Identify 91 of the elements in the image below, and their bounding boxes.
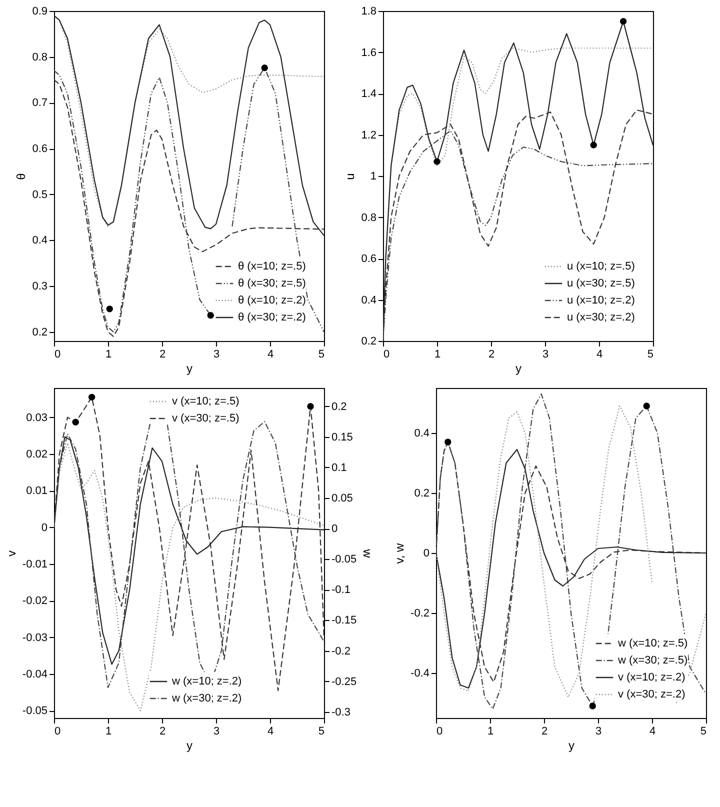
y-axis-title: v, w: [392, 542, 407, 564]
y2-tick-label: 0.2: [332, 400, 347, 413]
y-axis-title: u: [343, 173, 358, 180]
y-tick-label: 0: [423, 548, 430, 560]
x-tick-label: 4: [267, 726, 274, 738]
y-tick-label: 0.9: [32, 6, 48, 18]
y-tick-label: -0.01: [22, 558, 48, 570]
y-tick-label: 0.7: [32, 97, 48, 110]
x-axis-title: y: [186, 738, 192, 752]
legend-label: u (x=10; z=.5): [567, 260, 635, 272]
x-tick-label: 5: [700, 726, 706, 738]
x-axis-title: y: [568, 738, 574, 752]
legend-label: u (x=30; z=.2): [567, 312, 635, 324]
y2-tick-label: -0.2: [332, 645, 350, 658]
x-tick-label: 5: [318, 726, 324, 738]
y2-tick-label: -0.25: [332, 676, 357, 688]
x-axis-title: y: [516, 362, 522, 376]
y-tick-label: 0.2: [414, 488, 430, 500]
legend-label: w (x=30; z=.5): [617, 654, 688, 666]
y-tick-label: 1: [370, 170, 376, 182]
y-tick-label: 0.2: [32, 326, 48, 338]
legend-label: w (x=30; z=.2): [171, 692, 242, 704]
x-tick-label: 4: [267, 348, 274, 360]
x-tick-label: 2: [541, 726, 548, 738]
y-tick-label: -0.2: [410, 608, 430, 620]
y-tick-label: 1.4: [361, 88, 376, 100]
y2-tick-label: -0.05: [332, 554, 357, 566]
y-tick-label: -0.03: [22, 632, 48, 644]
legend-label: θ (x=10; z=.5): [238, 260, 306, 272]
legend-label: v (x=30; z=.2): [618, 688, 686, 700]
legend-label: θ (x=30; z=.5): [238, 278, 306, 290]
y-tick-label: -0.4: [410, 668, 430, 680]
y-axis-title: θ: [14, 172, 28, 180]
y-tick-label: 0.03: [26, 412, 48, 424]
x-tick-label: 1: [434, 348, 441, 360]
x-tick-label: 3: [542, 348, 549, 360]
x-tick-label: 0: [384, 348, 390, 360]
x-tick-label: 1: [105, 348, 112, 360]
y-axis-title: v: [4, 550, 18, 556]
y-tick-label: -0.04: [22, 668, 48, 680]
y-tick-label: 0.5: [32, 188, 48, 201]
y2-tick-label: -0.3: [332, 706, 350, 718]
x-tick-label: 3: [213, 726, 220, 738]
y-tick-label: 1.6: [361, 46, 376, 59]
legend-label: w (x=10; z=.5): [617, 638, 688, 650]
x-tick-label: 5: [647, 348, 654, 360]
y2-tick-label: 0.15: [332, 431, 353, 444]
legend-label: θ (x=10; z=.2): [238, 294, 306, 306]
legend-label: u (x=10; z=.2): [567, 294, 635, 306]
y2-tick-label: -0.1: [332, 584, 350, 596]
legend-label: u (x=30; z=.5): [567, 278, 635, 290]
y-tick-label: 1.2: [361, 129, 376, 142]
legend-label: v (x=10; z=.5): [172, 396, 240, 408]
y-tick-label: 0.8: [32, 51, 48, 64]
x-tick-label: 2: [159, 726, 166, 738]
y-tick-label: -0.02: [22, 595, 48, 608]
y2-tick-label: 0: [332, 523, 338, 536]
legend-label: v (x=30; z=.5): [172, 412, 240, 424]
x-tick-label: 0: [54, 726, 61, 738]
y2-tick-label: 0.1: [332, 462, 347, 474]
y-tick-label: 0.3: [32, 280, 48, 292]
x-tick-label: 3: [595, 726, 602, 738]
y-tick-label: 0.01: [26, 485, 48, 498]
y-tick-label: 0.4: [361, 294, 376, 306]
x-tick-label: 0: [436, 726, 443, 738]
x-tick-label: 2: [159, 348, 166, 360]
legend-label: w (x=10; z=.2): [171, 676, 242, 688]
x-tick-label: 3: [213, 348, 220, 360]
legend-label: v (x=10; z=.2): [618, 672, 686, 684]
x-tick-label: 0: [54, 348, 61, 360]
x-tick-label: 5: [318, 348, 324, 360]
x-tick-label: 1: [105, 726, 112, 738]
x-tick-label: 4: [649, 726, 656, 738]
y2-tick-label: 0.05: [332, 492, 353, 504]
y2-tick-label: -0.15: [332, 614, 357, 627]
y-tick-label: 0: [41, 522, 48, 534]
x-tick-label: 1: [487, 726, 494, 738]
x-tick-label: 4: [596, 348, 603, 360]
y-tick-label: 0.6: [361, 253, 376, 265]
y-tick-label: 0.2: [361, 336, 376, 348]
y2-axis-title: w: [360, 548, 375, 558]
y-tick-label: 0.6: [32, 143, 48, 155]
y-tick-label: -0.05: [22, 705, 48, 718]
legend-label: θ (x=30; z=.2): [238, 312, 306, 324]
x-tick-label: 2: [488, 348, 495, 360]
y-tick-label: 1.8: [361, 6, 376, 18]
y-tick-label: 0.8: [361, 212, 376, 224]
y-tick-label: 0.02: [26, 448, 48, 460]
x-axis-title: y: [186, 362, 192, 376]
y-tick-label: 0.4: [32, 234, 48, 247]
y-tick-label: 0.4: [414, 428, 430, 440]
